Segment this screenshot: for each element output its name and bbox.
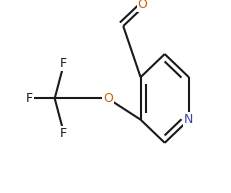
Text: F: F bbox=[60, 57, 67, 70]
Text: O: O bbox=[103, 92, 113, 105]
Text: F: F bbox=[26, 92, 33, 105]
Text: F: F bbox=[60, 127, 67, 140]
Text: O: O bbox=[138, 0, 147, 11]
Text: N: N bbox=[184, 113, 194, 126]
